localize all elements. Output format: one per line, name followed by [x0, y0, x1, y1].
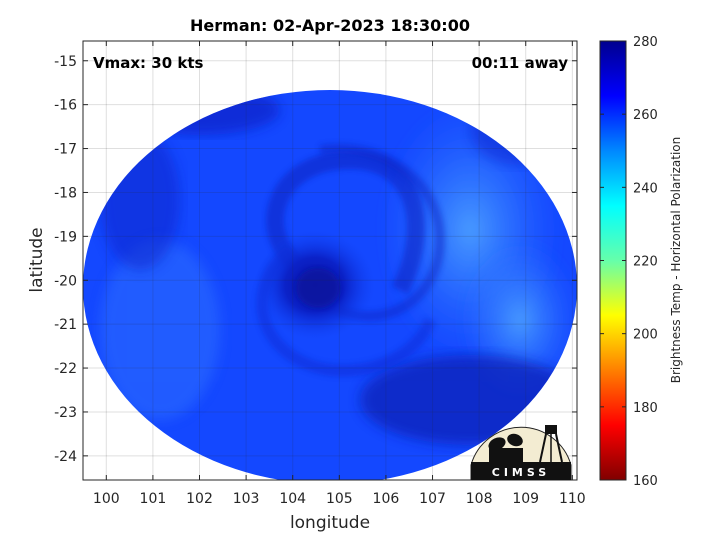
- time-away-annotation: 00:11 away: [472, 54, 569, 72]
- y-tick-label: -20: [54, 273, 77, 289]
- colorbar-tick-label: 160: [633, 474, 658, 489]
- x-axis: 100 101 102 103 104 105 106 107 108 109 110: [93, 41, 586, 507]
- colorbar-tick-label: 180: [633, 401, 658, 416]
- colorbar-label: Brightness Temp - Horizontal Polarizatio…: [669, 137, 683, 384]
- x-tick-label: 107: [419, 491, 446, 507]
- x-axis-label: longitude: [290, 513, 370, 533]
- x-tick-label: 109: [512, 491, 539, 507]
- y-tick-label: -21: [54, 317, 77, 333]
- vmax-annotation: Vmax: 30 kts: [93, 54, 203, 72]
- colorbar-ticks: 280 260 240 220 200 180 160: [600, 35, 658, 489]
- y-tick-label: -18: [54, 185, 77, 201]
- y-axis-label: latitude: [27, 227, 47, 292]
- x-tick-label: 106: [373, 491, 400, 507]
- y-tick-label: -15: [54, 54, 77, 70]
- y-axis: -15 -16 -17 -18 -19 -20 -21 -22 -23 -24: [54, 54, 577, 465]
- y-tick-label: -22: [54, 361, 77, 377]
- y-tick-label: -16: [54, 98, 77, 114]
- x-tick-label: 108: [466, 491, 493, 507]
- colorbar-tick-label: 200: [633, 328, 658, 343]
- chart-title: Herman: 02-Apr-2023 18:30:00: [190, 16, 470, 35]
- x-tick-label: 110: [559, 491, 586, 507]
- x-tick-label: 101: [140, 491, 167, 507]
- colorbar-tick-label: 260: [633, 108, 658, 123]
- y-tick-label: -24: [54, 449, 77, 465]
- y-tick-label: -23: [54, 405, 77, 421]
- y-tick-label: -19: [54, 229, 77, 245]
- axes-box: [82, 40, 578, 481]
- cimss-logo: CIMSS: [470, 425, 572, 481]
- colorbar-tick-label: 240: [633, 181, 658, 196]
- x-tick-label: 100: [93, 491, 120, 507]
- y-tick-label: -17: [54, 142, 77, 158]
- colorbar-tick-label: 280: [633, 35, 658, 50]
- x-tick-label: 103: [233, 491, 260, 507]
- x-tick-label: 105: [326, 491, 353, 507]
- cimss-logo-text: CIMSS: [492, 466, 550, 479]
- colorbar-tick-label: 220: [633, 255, 658, 270]
- x-tick-label: 104: [279, 491, 306, 507]
- x-tick-label: 102: [186, 491, 213, 507]
